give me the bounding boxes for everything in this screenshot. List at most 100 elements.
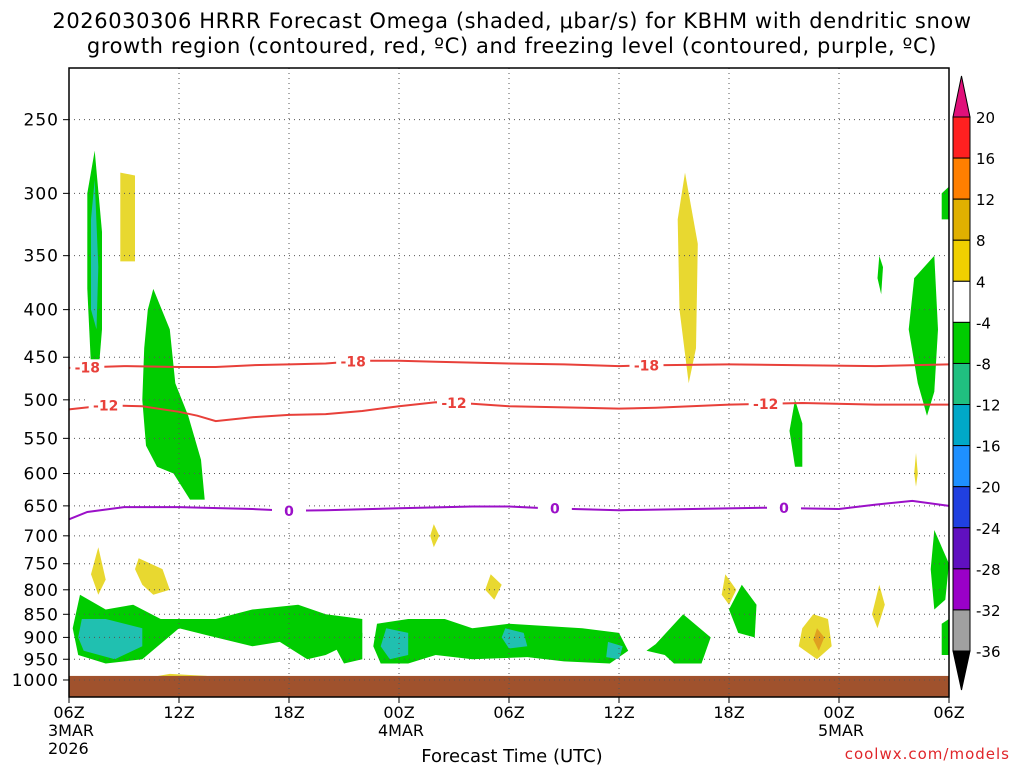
y-tick-label: 350 xyxy=(24,247,59,267)
y-tick-label: 600 xyxy=(24,465,59,485)
colorbar-label: -28 xyxy=(976,561,1001,579)
chart-title-line-2: growth region (contoured, red, ºC) and f… xyxy=(86,34,938,58)
colorbar-swatch xyxy=(952,198,971,241)
x-tick-label: 06Z xyxy=(933,703,964,722)
y-tick-label: 850 xyxy=(24,605,59,625)
omega-region-green-ascent-low-level-band xyxy=(72,594,363,664)
omega-region-teal-ascent-early-column xyxy=(91,179,99,330)
omega-region-teal-ascent-day2-cell3 xyxy=(606,641,623,660)
colorbar-label: -8 xyxy=(976,355,991,373)
contour-label--18C: -18 xyxy=(634,358,659,374)
colorbar-swatch xyxy=(952,486,971,529)
x-tick-label: 00Z xyxy=(823,703,854,722)
y-tick-label: 750 xyxy=(24,555,59,575)
x-tick-label: 12Z xyxy=(603,703,634,722)
omega-region-green-ascent-evening-day2 xyxy=(646,614,711,664)
colorbar-swatch xyxy=(952,321,971,364)
colorbar-top-arrow xyxy=(952,75,971,118)
colorbar-label: 12 xyxy=(976,191,995,209)
x-tick-label: 00Z xyxy=(383,703,414,722)
contour--12C xyxy=(68,401,949,423)
colorbar-label: -12 xyxy=(976,397,1001,415)
contour-label-bg--18C-1 xyxy=(336,353,371,370)
omega-region-teal-ascent-low-early xyxy=(78,619,143,660)
colorbar-swatch xyxy=(952,445,971,488)
colorbar-swatch xyxy=(952,527,971,570)
omega-region-green-ascent-mid-right xyxy=(789,399,803,467)
x-tick-label: 18Z xyxy=(273,703,304,722)
y-tick-label: 400 xyxy=(24,301,59,321)
colorbar-swatch xyxy=(952,239,971,282)
chart-title-line-1: 2026030306 HRRR Forecast Omega (shaded, … xyxy=(52,9,972,33)
contour-label-bg--18C-2 xyxy=(629,357,664,374)
omega-region-green-ascent-right-low xyxy=(729,584,757,638)
y-tick-label: 800 xyxy=(24,581,59,601)
omega-region-green-ascent-far-right-small xyxy=(877,255,883,295)
omega-region-green-ascent-morning-column xyxy=(142,288,205,500)
colorbar-swatch xyxy=(952,157,971,200)
colorbar-swatch xyxy=(952,280,971,323)
x-tick-label: 12Z xyxy=(163,703,194,722)
contour-label-bg--12C-0 xyxy=(88,397,123,414)
omega-region-teal-ascent-day2-cells xyxy=(380,628,409,660)
contour-label-0C: 0 xyxy=(550,502,560,518)
x-tick-label: 18Z xyxy=(713,703,744,722)
y-tick-label: 1000 xyxy=(12,671,59,691)
colorbar-swatch xyxy=(952,362,971,406)
contour-0C xyxy=(68,499,950,521)
x-tick-sublabel-year: 2026 xyxy=(48,739,89,758)
contour-label--12C: -12 xyxy=(93,398,118,414)
y-tick-label: 250 xyxy=(24,111,59,131)
omega-region-yellow-descent-300 xyxy=(120,172,135,262)
x-tick-sublabel: 5MAR xyxy=(818,721,864,740)
omega-region-green-ascent-far-right-column xyxy=(908,255,938,416)
x-tick-label: 06Z xyxy=(493,703,524,722)
colorbar-label: 16 xyxy=(976,150,995,168)
contour--18C xyxy=(68,359,950,369)
y-tick-label: 700 xyxy=(24,527,59,547)
omega-region-green-ascent-low-day2-main xyxy=(373,619,629,664)
credit-link[interactable]: coolwx.com/models xyxy=(844,745,1010,763)
omega-region-green-ascent-far-right-top xyxy=(941,186,949,220)
contour-label--12C: -12 xyxy=(441,396,466,412)
contour-label-bg-0C-0 xyxy=(272,502,306,519)
contour-label-bg--12C-2 xyxy=(748,395,783,412)
omega-region-yellow-descent-left-low xyxy=(91,547,106,595)
contour-label-0C: 0 xyxy=(779,501,789,517)
contour-label-bg--18C-0 xyxy=(70,359,105,376)
y-tick-label: 500 xyxy=(24,391,59,411)
omega-region-yellow-descent-left-mid xyxy=(135,558,170,595)
contour-label--18C: -18 xyxy=(341,354,366,370)
colorbar-label: -20 xyxy=(976,479,1001,497)
colorbar-swatch xyxy=(952,404,971,447)
x-axis-label: Forecast Time (UTC) xyxy=(421,746,603,767)
colorbar-label: -36 xyxy=(976,643,1001,661)
colorbar-bottom-arrow xyxy=(952,650,971,691)
x-tick-sublabel: 4MAR xyxy=(378,721,424,740)
contour-label-bg-0C-2 xyxy=(767,500,801,517)
colorbar-label: -24 xyxy=(976,520,1001,538)
y-tick-label: 650 xyxy=(24,497,59,517)
colorbar-label: -32 xyxy=(976,602,1001,620)
colorbar-label: 4 xyxy=(976,273,986,291)
x-tick-label: 06Z xyxy=(53,703,84,722)
omega-region-yellow-descent-far-right-sliver xyxy=(914,452,918,487)
y-tick-label: 900 xyxy=(24,628,59,648)
colorbar-label: -4 xyxy=(976,314,991,332)
omega-region-orange-descent-right-cell xyxy=(813,628,825,651)
y-tick-label: 550 xyxy=(24,429,59,449)
colorbar-swatch xyxy=(952,609,971,652)
surface-ground xyxy=(69,675,949,697)
y-tick-label: 950 xyxy=(24,650,59,670)
plot-background xyxy=(69,68,949,697)
colorbar-swatch xyxy=(952,116,971,159)
x-tick-sublabel: 3MAR xyxy=(48,721,94,740)
y-tick-label: 450 xyxy=(24,348,59,368)
omega-region-teal-ascent-day2-cell2 xyxy=(501,628,528,649)
colorbar-swatch xyxy=(952,568,971,611)
contour-label--12C: -12 xyxy=(753,397,778,413)
contour-label--18C: -18 xyxy=(75,360,100,376)
colorbar-label: -16 xyxy=(976,438,1001,456)
contour-label-bg-0C-1 xyxy=(537,500,572,517)
